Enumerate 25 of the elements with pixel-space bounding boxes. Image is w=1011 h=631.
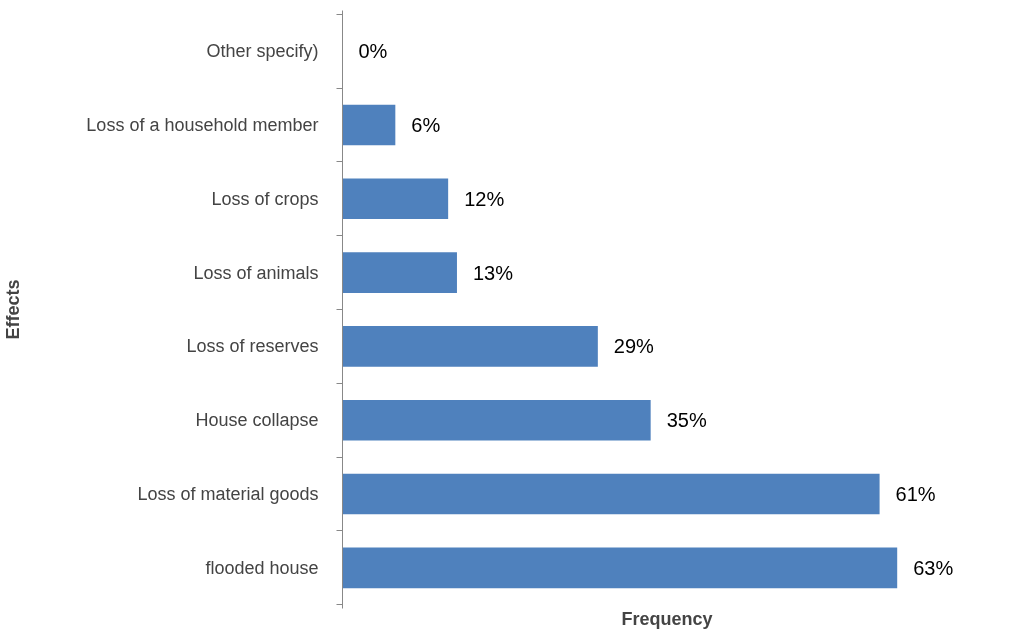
y-tick-label: Loss of animals [193, 262, 319, 283]
y-tick-label: Loss of reserves [186, 336, 319, 357]
y-tick-label: House collapse [195, 410, 319, 431]
bar [342, 473, 880, 515]
bar [342, 252, 457, 293]
bar [342, 326, 598, 367]
data-label: 12% [464, 187, 505, 210]
y-tick-label: flooded house [205, 557, 319, 578]
data-label: 29% [613, 335, 655, 358]
data-label: 6% [411, 113, 441, 136]
y-tick-label: Loss of a household member [86, 114, 319, 135]
bar [342, 104, 396, 146]
bar [342, 399, 651, 441]
bar [342, 178, 449, 220]
bar [342, 547, 898, 589]
data-label: 63% [913, 556, 954, 579]
data-label: 35% [666, 409, 707, 432]
y-tick-label: Loss of crops [211, 188, 319, 209]
y-axis-title: Effects [3, 279, 24, 340]
data-label: 0% [358, 40, 388, 63]
data-label: 61% [895, 483, 936, 506]
y-tick-label: Loss of material goods [137, 484, 319, 505]
y-tick-label: Other specify) [206, 41, 319, 62]
x-axis-title: Frequency [621, 608, 713, 629]
data-label: 13% [472, 261, 514, 284]
